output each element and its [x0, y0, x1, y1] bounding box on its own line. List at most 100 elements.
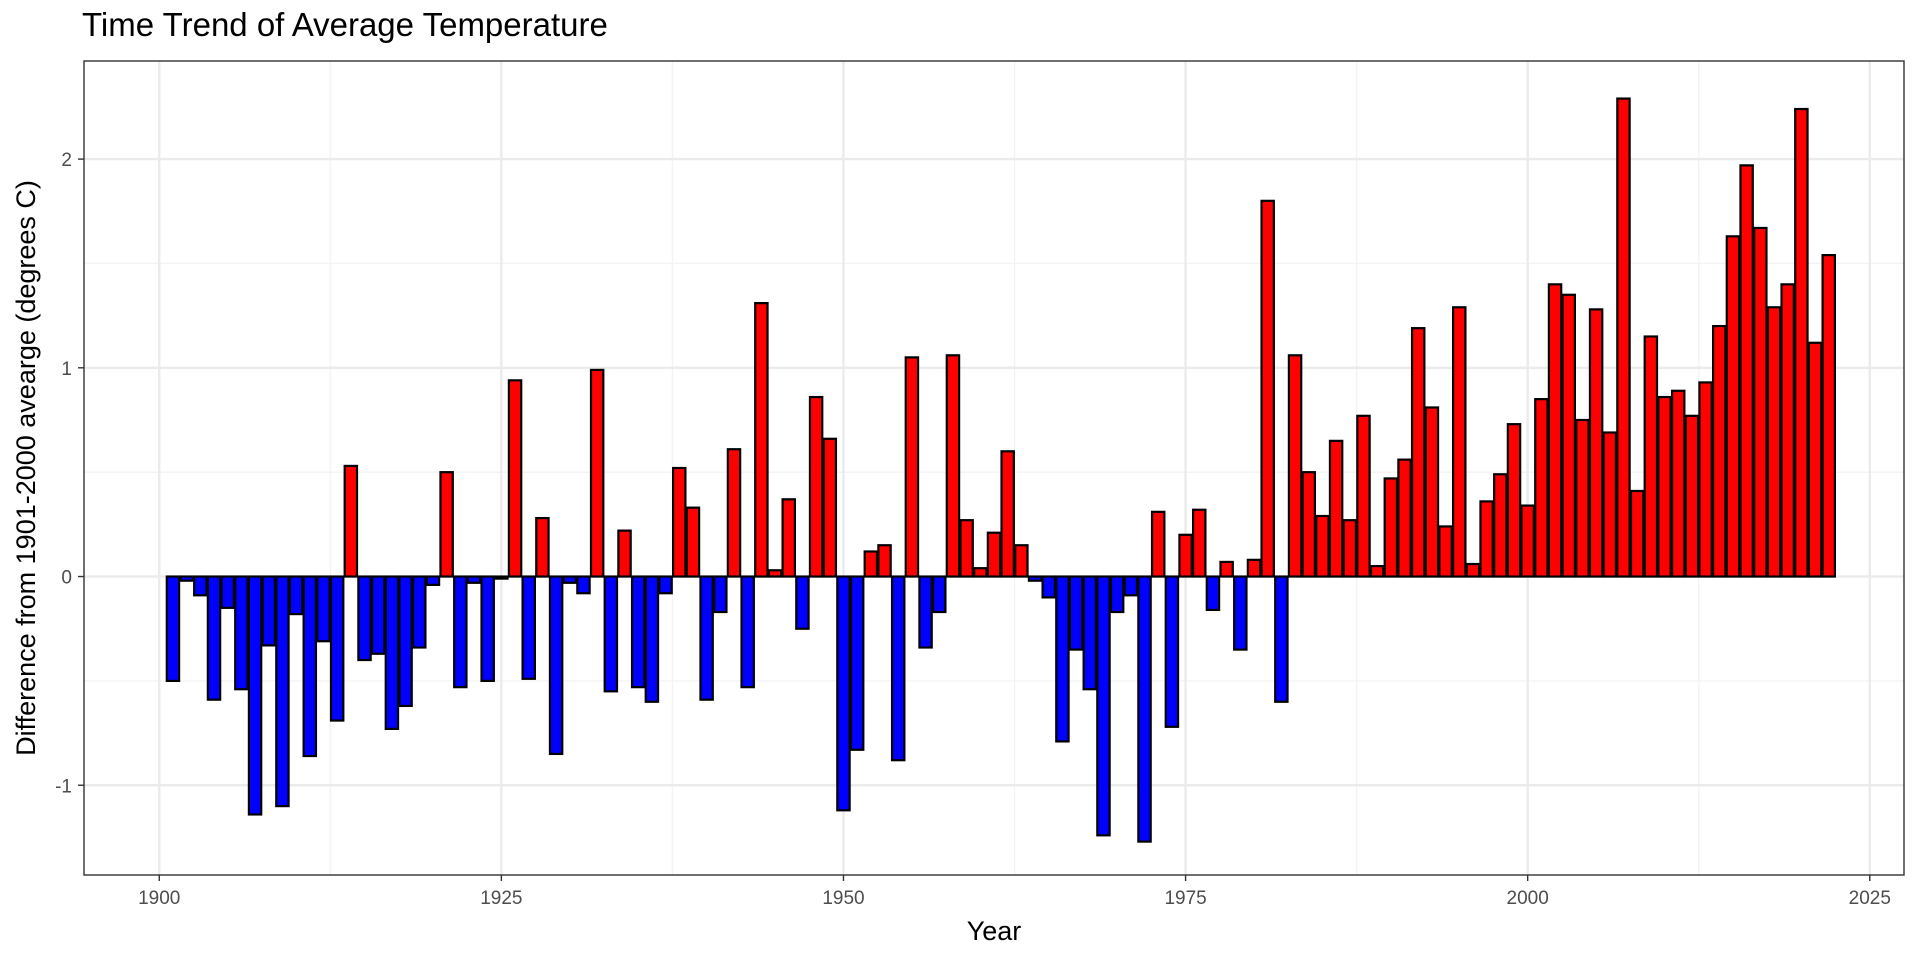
bar-1904	[206, 575, 222, 701]
bar-2001	[1534, 398, 1549, 578]
bar-2012	[1684, 414, 1700, 578]
bar-1987	[1342, 519, 1358, 578]
bar-1913	[329, 575, 345, 722]
bar-2011	[1670, 389, 1686, 578]
bar-1979	[1233, 575, 1248, 651]
bar-1955	[904, 356, 920, 578]
bar-1962	[1000, 450, 1015, 578]
bar-1959	[959, 519, 974, 578]
x-tick-label: 1950	[822, 888, 864, 909]
bar-1988	[1356, 414, 1371, 578]
bar-1981	[1260, 199, 1275, 578]
bar-2014	[1712, 324, 1727, 578]
bar-layer	[165, 97, 1836, 843]
bar-1954	[890, 575, 906, 762]
bar-1985	[1315, 514, 1330, 578]
bar-1927	[521, 575, 536, 680]
bar-1936	[644, 575, 660, 703]
bar-1947	[795, 575, 810, 630]
axis-layer: 1900 1925 1950 1975 2000 2025 -1 0 1 2	[55, 150, 1891, 909]
bar-1956	[918, 575, 933, 649]
bar-1982	[1274, 575, 1289, 703]
bar-1908	[261, 575, 276, 647]
bar-1957	[932, 575, 947, 614]
bar-1930	[562, 575, 578, 584]
bar-2003	[1561, 293, 1576, 578]
bar-1906	[234, 575, 249, 691]
bar-2010	[1657, 395, 1672, 578]
bar-1970	[1109, 575, 1125, 614]
chart-title: Time Trend of Average Temperature	[82, 6, 608, 43]
bar-1971	[1123, 575, 1139, 597]
bar-1964	[1027, 575, 1043, 582]
bar-1912	[316, 575, 331, 643]
bar-1965	[1041, 575, 1056, 599]
bar-2016	[1739, 164, 1754, 578]
bar-1925	[494, 575, 509, 580]
bar-1924	[480, 575, 495, 682]
bar-2004	[1575, 418, 1590, 578]
bar-1949	[822, 437, 838, 578]
bar-2013	[1698, 381, 1713, 578]
bar-1918	[398, 575, 413, 708]
bar-1966	[1055, 575, 1070, 743]
x-tick-label: 2000	[1507, 888, 1549, 909]
bar-1992	[1410, 327, 1426, 578]
bar-1920	[425, 575, 441, 586]
bar-1915	[357, 575, 372, 662]
bar-1902	[179, 575, 194, 582]
panel-border	[83, 60, 1905, 876]
bar-1937	[658, 575, 673, 595]
bar-1972	[1137, 575, 1152, 843]
bar-1919	[412, 575, 427, 649]
x-axis-title: Year	[967, 916, 1022, 946]
bar-2021	[1807, 341, 1823, 578]
bar-2020	[1794, 107, 1809, 578]
bar-1945	[767, 569, 783, 578]
bar-1909	[275, 575, 290, 808]
bar-1999	[1506, 423, 1522, 578]
bar-1931	[576, 575, 591, 595]
bar-1977	[1205, 575, 1221, 612]
bar-1984	[1301, 471, 1316, 578]
bar-1995	[1452, 306, 1467, 578]
bar-1943	[740, 575, 755, 689]
bar-2005	[1588, 308, 1604, 578]
bar-1963	[1014, 544, 1029, 578]
bar-1942	[726, 448, 742, 578]
bar-2000	[1520, 504, 1535, 578]
bar-1928	[535, 516, 550, 578]
y-tick-label: -1	[55, 776, 72, 797]
bar-2017	[1753, 226, 1768, 578]
bar-1961	[986, 531, 1002, 578]
bar-1933	[603, 575, 619, 693]
bar-1923	[466, 575, 482, 584]
bar-1944	[754, 302, 769, 578]
bar-2007	[1616, 97, 1631, 578]
bar-1960	[973, 567, 988, 578]
bar-1926	[507, 379, 523, 578]
bar-1935	[630, 575, 646, 689]
y-tick-label: 2	[61, 150, 72, 171]
y-axis-title: Difference from 1901-2000 avearge (degre…	[11, 180, 41, 756]
bar-1989	[1369, 564, 1385, 578]
bar-1907	[247, 575, 263, 816]
bar-2006	[1602, 431, 1618, 578]
bar-1997	[1479, 500, 1494, 578]
bar-1975	[1178, 533, 1193, 578]
bar-1921	[439, 471, 454, 578]
bar-1996	[1465, 562, 1481, 578]
y-tick-label: 0	[61, 568, 72, 589]
bar-1953	[877, 544, 892, 578]
bar-1974	[1164, 575, 1180, 728]
bar-1993	[1424, 406, 1440, 578]
bar-1917	[384, 575, 400, 730]
bar-2008	[1629, 489, 1645, 578]
bar-1929	[548, 575, 564, 756]
bar-1968	[1082, 575, 1098, 691]
bar-1946	[781, 498, 796, 578]
bar-1948	[808, 395, 824, 578]
bar-1994	[1438, 525, 1453, 578]
